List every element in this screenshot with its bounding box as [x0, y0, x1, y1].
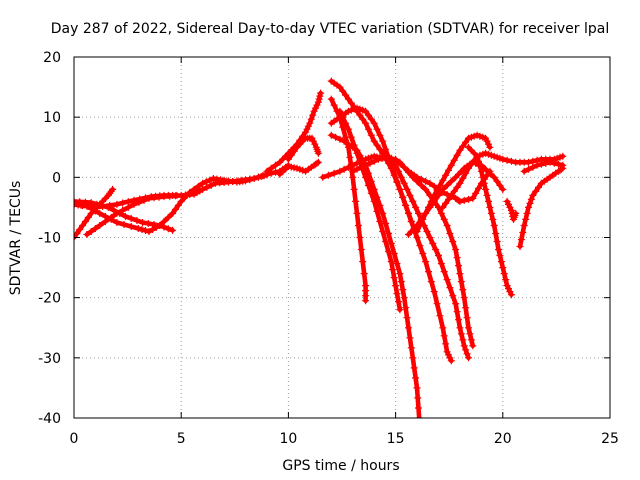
x-tick-label: 15 [387, 431, 405, 447]
series-arc-16 [384, 154, 471, 361]
axis-ticks: 0 5 10 15 20 25 -40 -30 -20 -10 0 10 20 [38, 50, 619, 447]
x-tick-label: 25 [601, 431, 619, 447]
series-arc-20 [466, 145, 514, 297]
series-arc-3 [84, 163, 291, 237]
markers-arc-8 [276, 158, 322, 178]
chart-title: Day 287 of 2022, Sidereal Day-to-day VTE… [51, 21, 609, 37]
markers-arc-14 [319, 152, 494, 205]
y-tick-label: -20 [38, 291, 61, 307]
markers-arc-22 [520, 158, 567, 175]
markers-arc-21 [516, 164, 567, 250]
markers-arc-5 [74, 191, 181, 211]
x-axis-label: GPS time / hours [282, 458, 399, 474]
data-series [74, 77, 567, 418]
y-tick-label: 10 [43, 110, 61, 126]
x-tick-label: 10 [279, 431, 297, 447]
markers-arc-18 [413, 131, 494, 235]
markers-arc-23 [503, 197, 520, 223]
series-arc-21 [517, 166, 566, 249]
series-arc-11 [329, 96, 368, 303]
y-tick-label: -10 [38, 231, 61, 247]
markers-arc-20 [465, 143, 515, 299]
y-tick-label: 20 [43, 50, 61, 66]
markers-arc-7 [284, 134, 322, 163]
markers-arc-15 [349, 152, 477, 350]
y-tick-label: 0 [52, 170, 61, 186]
markers-arc-12 [336, 107, 404, 314]
y-tick-label: -40 [38, 411, 61, 427]
series-arc-6 [264, 90, 323, 174]
x-tick-label: 0 [70, 431, 79, 447]
y-tick-label: -30 [38, 351, 61, 367]
x-tick-label: 20 [494, 431, 512, 447]
y-axis-label: SDTVAR / TECUs [8, 181, 24, 296]
markers-arc-16 [383, 152, 472, 362]
x-tick-label: 5 [177, 431, 186, 447]
